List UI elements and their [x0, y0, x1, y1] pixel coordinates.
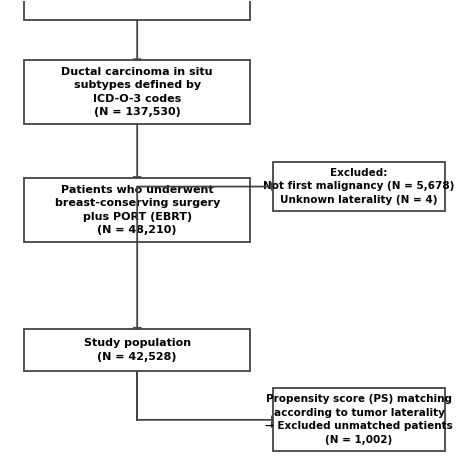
- FancyBboxPatch shape: [273, 162, 445, 211]
- FancyBboxPatch shape: [24, 178, 250, 242]
- FancyBboxPatch shape: [273, 388, 445, 451]
- Text: Excluded:
Not first malignancy (N = 5,678)
Unknown laterality (N = 4): Excluded: Not first malignancy (N = 5,67…: [264, 168, 455, 205]
- Text: Propensity score (PS) matching
according to tumor laterality
→ Excluded unmatche: Propensity score (PS) matching according…: [265, 394, 453, 445]
- Text: Patients who underwent
breast-conserving surgery
plus PORT (EBRT)
(N = 48,210): Patients who underwent breast-conserving…: [55, 184, 220, 235]
- Text: Study population
(N = 42,528): Study population (N = 42,528): [83, 338, 191, 362]
- Text: Ductal carcinoma in situ
subtypes defined by
ICD-O-3 codes
(N = 137,530): Ductal carcinoma in situ subtypes define…: [62, 67, 213, 118]
- FancyBboxPatch shape: [24, 60, 250, 124]
- FancyBboxPatch shape: [24, 0, 250, 20]
- FancyBboxPatch shape: [24, 329, 250, 371]
